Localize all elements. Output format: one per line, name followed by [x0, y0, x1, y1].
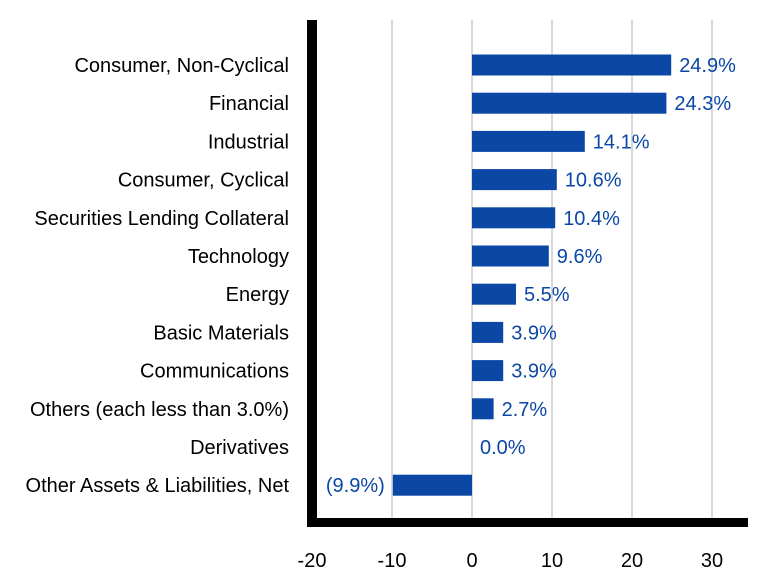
- category-label-3: Consumer, Cyclical: [118, 170, 289, 192]
- value-label-11: (9.9%): [326, 475, 385, 497]
- bars: [392, 54, 672, 496]
- value-label-6: 5.5%: [524, 284, 570, 306]
- bar-7: [472, 321, 504, 343]
- value-label-3: 10.6%: [565, 170, 622, 192]
- value-labels: 24.9% 24.3% 14.1% 10.6% 10.4% 9.6% 5.5% 3.9% 3.9…: [326, 55, 736, 497]
- value-label-5: 9.6%: [557, 246, 603, 268]
- x-tick-label-3: 10: [541, 550, 563, 572]
- category-label-5: Technology: [188, 246, 289, 268]
- bar-2: [472, 130, 585, 152]
- value-label-2: 14.1%: [593, 131, 650, 153]
- bar-8: [472, 360, 504, 382]
- bar-11: [392, 474, 472, 496]
- value-label-1: 24.3%: [674, 93, 731, 115]
- value-label-9: 2.7%: [502, 399, 548, 421]
- bar-6: [472, 283, 516, 305]
- value-label-0: 24.9%: [679, 55, 736, 77]
- category-label-0: Consumer, Non-Cyclical: [74, 55, 289, 77]
- category-label-4: Securities Lending Collateral: [34, 208, 289, 230]
- bar-3: [472, 169, 557, 191]
- bar-5: [472, 245, 549, 267]
- x-axis-line: [307, 518, 748, 527]
- value-label-8: 3.9%: [511, 361, 557, 383]
- x-tick-labels: -20 -10 0 10 20 30: [298, 550, 724, 572]
- value-label-10: 0.0%: [480, 437, 526, 459]
- bar-0: [472, 54, 672, 76]
- category-label-1: Financial: [209, 93, 289, 115]
- x-tick-label-0: -20: [298, 550, 327, 572]
- category-label-7: Basic Materials: [153, 322, 289, 344]
- x-tick-label-4: 20: [621, 550, 643, 572]
- category-label-10: Derivatives: [190, 437, 289, 459]
- x-tick-label-5: 30: [701, 550, 723, 572]
- bar-9: [472, 398, 494, 420]
- y-axis-line: [307, 20, 317, 527]
- axes: [307, 20, 748, 527]
- value-label-7: 3.9%: [511, 322, 557, 344]
- value-label-4: 10.4%: [563, 208, 620, 230]
- bar-1: [472, 92, 667, 114]
- bar-4: [472, 207, 556, 229]
- category-label-9: Others (each less than 3.0%): [30, 399, 289, 421]
- category-labels: Consumer, Non-Cyclical Financial Industria…: [26, 55, 290, 497]
- x-tick-label-1: -10: [378, 550, 407, 572]
- category-label-8: Communications: [140, 361, 289, 383]
- category-label-2: Industrial: [208, 131, 289, 153]
- category-label-6: Energy: [226, 284, 289, 306]
- x-tick-label-2: 0: [466, 550, 477, 572]
- category-label-11: Other Assets & Liabilities, Net: [26, 475, 290, 497]
